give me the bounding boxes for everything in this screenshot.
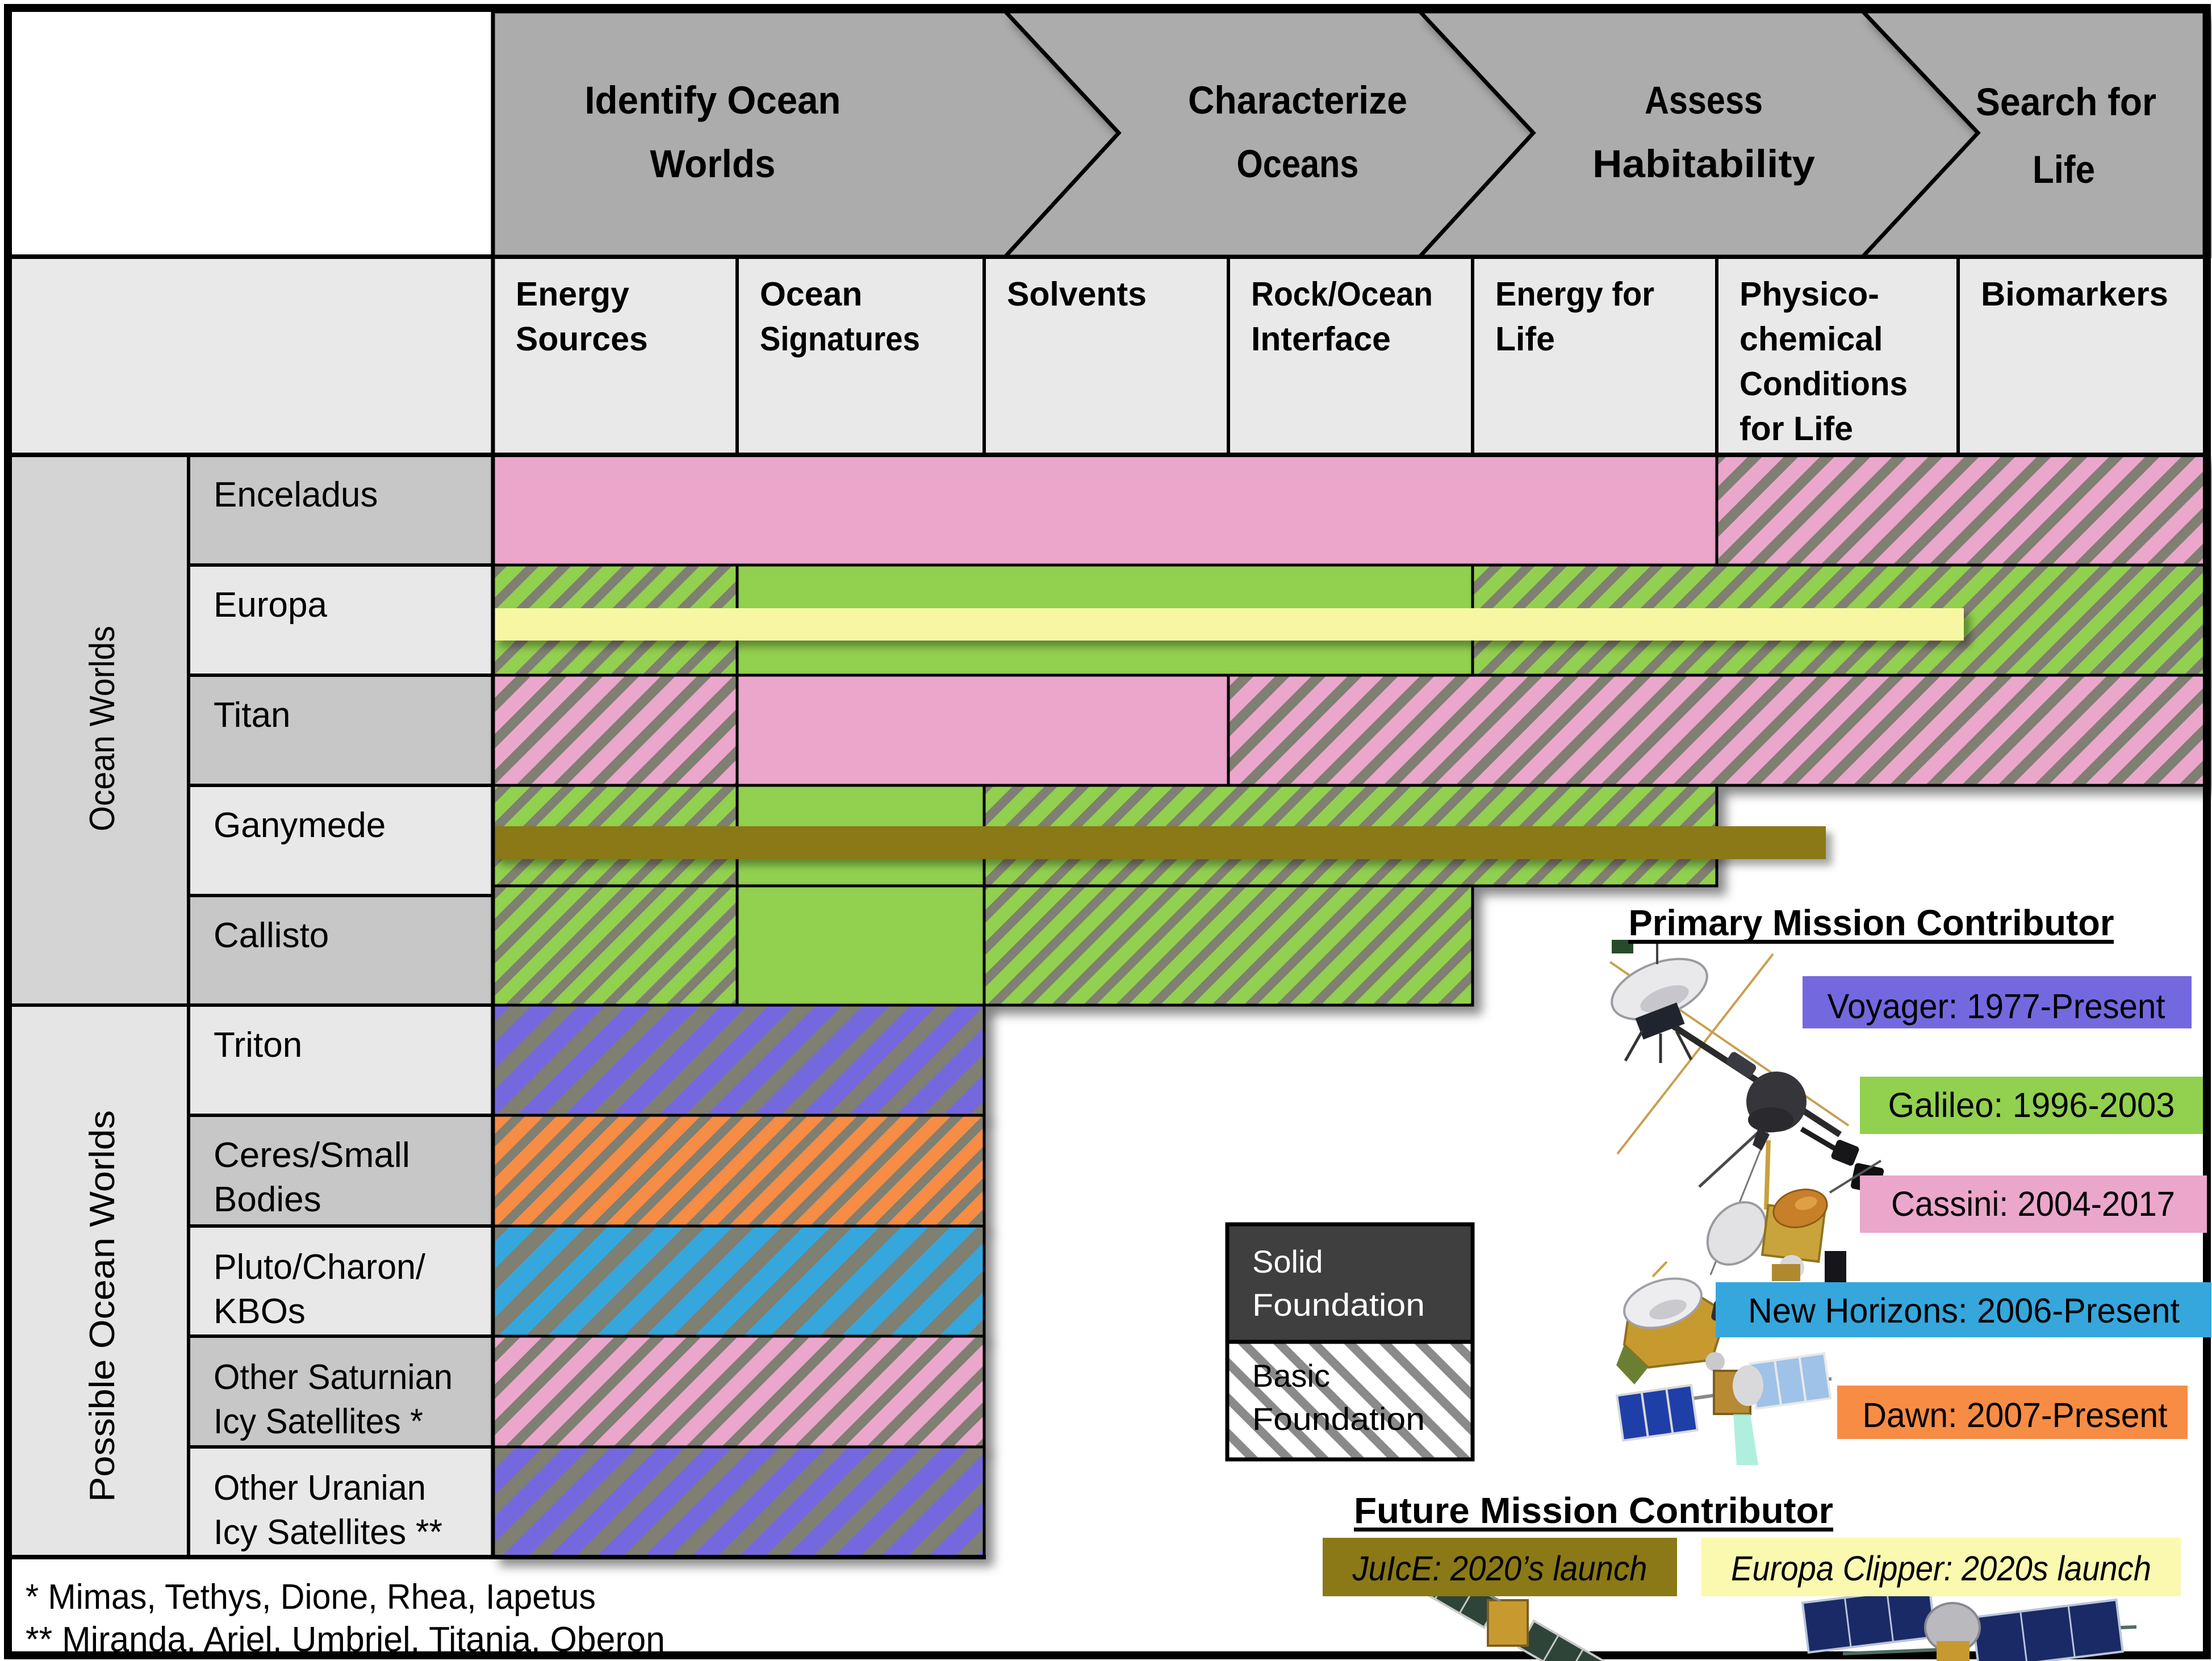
svg-text:Europa Clipper: 2020s launch: Europa Clipper: 2020s launch: [1731, 1549, 2151, 1588]
svg-text:Energy for: Energy for: [1495, 275, 1654, 313]
svg-text:Titan: Titan: [214, 696, 291, 735]
svg-text:Signatures: Signatures: [760, 320, 920, 358]
svg-text:Possible Ocean Worlds: Possible Ocean Worlds: [83, 1110, 122, 1502]
svg-text:Characterize: Characterize: [1188, 78, 1407, 122]
svg-text:Future Mission Contributor: Future Mission Contributor: [1354, 1490, 1833, 1531]
svg-text:Conditions: Conditions: [1740, 365, 1908, 403]
svg-text:Assess: Assess: [1645, 78, 1763, 122]
svg-text:Icy Satellites **: Icy Satellites **: [214, 1513, 442, 1552]
svg-text:Identify Ocean: Identify Ocean: [585, 78, 841, 122]
svg-text:Sources: Sources: [516, 320, 648, 358]
svg-text:Europa: Europa: [214, 585, 327, 625]
svg-text:Life: Life: [1495, 320, 1555, 358]
svg-text:Callisto: Callisto: [214, 916, 329, 955]
svg-text:chemical: chemical: [1740, 320, 1883, 358]
svg-text:Dawn: 2007-Present: Dawn: 2007-Present: [1863, 1396, 2168, 1434]
svg-text:Pluto/Charon/: Pluto/Charon/: [214, 1248, 426, 1287]
svg-text:New Horizons: 2006-Present: New Horizons: 2006-Present: [1748, 1291, 2180, 1330]
svg-text:Energy: Energy: [516, 275, 629, 313]
svg-text:Basic: Basic: [1252, 1358, 1330, 1394]
svg-text:Life: Life: [2033, 148, 2095, 191]
svg-text:** Miranda, Ariel, Umbriel, Ti: ** Miranda, Ariel, Umbriel, Titania, Obe…: [26, 1620, 665, 1659]
svg-text:JuIcE: 2020’s launch: JuIcE: 2020’s launch: [1352, 1549, 1647, 1588]
svg-text:Bodies: Bodies: [214, 1180, 321, 1219]
svg-text:Voyager: 1977-Present: Voyager: 1977-Present: [1828, 987, 2165, 1026]
svg-text:Other Saturnian: Other Saturnian: [214, 1358, 453, 1397]
svg-text:* Mimas, Tethys, Dione, Rhea,: * Mimas, Tethys, Dione, Rhea, Iapetus: [26, 1578, 596, 1617]
svg-text:Enceladus: Enceladus: [214, 475, 378, 514]
svg-text:Triton: Triton: [214, 1026, 302, 1065]
svg-text:Ocean Worlds: Ocean Worlds: [83, 626, 122, 831]
svg-text:Worlds: Worlds: [650, 142, 776, 186]
svg-text:KBOs: KBOs: [214, 1292, 306, 1331]
svg-text:Primary Mission Contributor: Primary Mission Contributor: [1629, 902, 2114, 943]
svg-text:Galileo: 1996-2003: Galileo: 1996-2003: [1888, 1086, 2175, 1124]
svg-text:Ganymede: Ganymede: [214, 806, 386, 845]
svg-text:Foundation: Foundation: [1252, 1401, 1425, 1437]
svg-text:Ocean: Ocean: [760, 275, 862, 313]
svg-text:Foundation: Foundation: [1252, 1287, 1425, 1323]
svg-text:Oceans: Oceans: [1237, 142, 1359, 186]
svg-text:Physico-: Physico-: [1740, 275, 1879, 313]
svg-text:Biomarkers: Biomarkers: [1981, 275, 2168, 313]
svg-text:Interface: Interface: [1251, 320, 1391, 358]
svg-text:Icy Satellites *: Icy Satellites *: [214, 1402, 423, 1441]
svg-text:Search for: Search for: [1976, 80, 2156, 124]
svg-text:Habitability: Habitability: [1592, 142, 1815, 186]
svg-text:Solid: Solid: [1252, 1244, 1323, 1279]
svg-text:Rock/Ocean: Rock/Ocean: [1251, 275, 1433, 313]
svg-text:Solvents: Solvents: [1007, 275, 1147, 313]
svg-text:Other Uranian: Other Uranian: [214, 1468, 426, 1508]
svg-text:Cassini: 2004-2017: Cassini: 2004-2017: [1891, 1185, 2175, 1223]
svg-text:Ceres/Small: Ceres/Small: [214, 1136, 410, 1175]
svg-text:for Life: for Life: [1740, 410, 1853, 447]
